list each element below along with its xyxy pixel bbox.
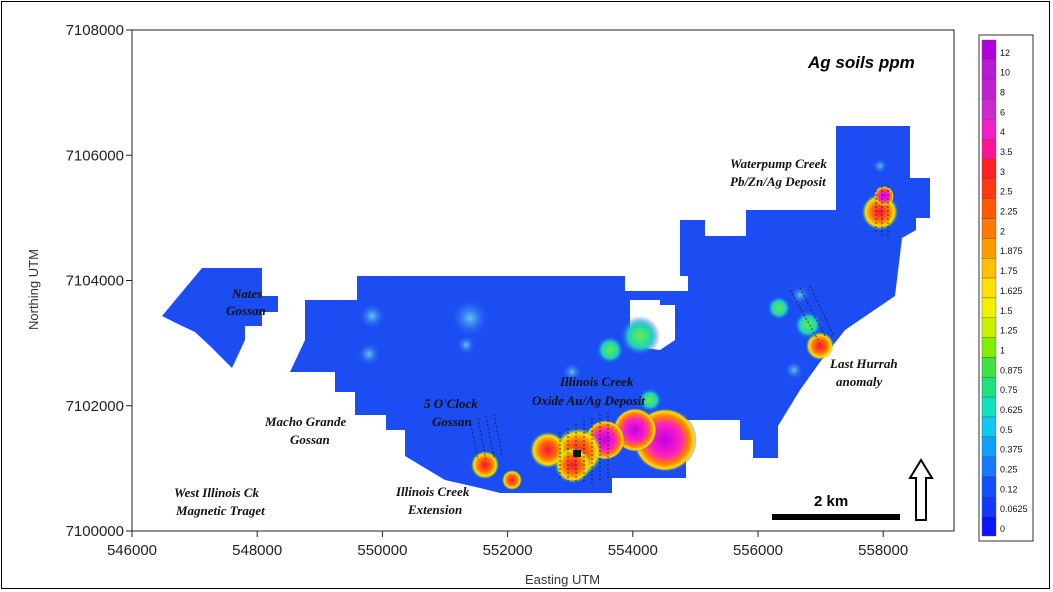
legend-label: 2.5: [1000, 187, 1013, 197]
y-tick-label: 7106000: [66, 147, 124, 164]
north-arrow-icon: [908, 458, 934, 521]
legend-label: 1: [1000, 345, 1005, 355]
legend-swatch: [981, 79, 997, 100]
legend-label: 2.25: [1000, 207, 1018, 217]
legend-label: 4: [1000, 127, 1005, 137]
legend-swatch: [981, 297, 997, 318]
y-axis-title: Northing UTM: [26, 249, 41, 330]
legend-label: 3: [1000, 167, 1005, 177]
deposit-marker: [573, 450, 581, 457]
label-west-illinois: West Illinois Ck Magnetic Traget: [174, 485, 265, 518]
legend-label: 0.375: [1000, 445, 1023, 455]
x-tick-label: 554000: [608, 542, 658, 559]
survey-area: [162, 126, 930, 493]
legend-swatch: [981, 377, 997, 398]
legend-label: 2: [1000, 226, 1005, 236]
legend-swatch: [981, 39, 997, 61]
legend-label: 8: [1000, 88, 1005, 98]
legend-swatch: [981, 158, 997, 180]
legend-swatch: [981, 59, 997, 80]
legend-label: 1.75: [1000, 266, 1018, 276]
map-title: Ag soils ppm: [807, 53, 915, 72]
y-tick-label: 7102000: [66, 398, 124, 415]
legend-swatch: [981, 238, 997, 259]
x-tick-label: 550000: [357, 542, 407, 559]
legend-swatch: [981, 258, 997, 279]
legend-swatch: [981, 476, 997, 497]
legend-label: 0.625: [1000, 405, 1023, 415]
label-macho-grande: Macho Grande Gossan: [264, 414, 350, 447]
legend-swatch: [981, 357, 997, 378]
legend-swatch: [981, 515, 997, 537]
label-last-hurrah: Last Hurrah anomaly: [829, 356, 901, 389]
anomaly-blobs: [357, 158, 898, 490]
label-nates-gossan: Nates Gossan: [226, 286, 266, 318]
legend-label: 1.625: [1000, 286, 1023, 296]
legend-label: 6: [1000, 107, 1005, 117]
scale-bar: 2 km: [772, 493, 900, 520]
x-axis-title: Easting UTM: [525, 572, 600, 587]
legend-label: 12: [1000, 48, 1010, 58]
x-tick-label: 546000: [107, 542, 157, 559]
legend-swatch: [981, 99, 997, 120]
scale-bar-label: 2 km: [814, 493, 848, 510]
legend-label: 0.5: [1000, 425, 1013, 435]
legend-swatch: [981, 198, 997, 219]
y-tick-label: 7100000: [66, 523, 124, 540]
legend-label: 1.25: [1000, 326, 1018, 336]
x-tick-label: 556000: [733, 542, 783, 559]
legend-swatch: [981, 178, 997, 199]
legend-swatch: [981, 138, 997, 160]
legend-label: 10: [1000, 68, 1010, 78]
y-tick-label: 7108000: [66, 22, 124, 39]
legend-swatch: [981, 496, 997, 517]
legend-label: 0.75: [1000, 385, 1018, 395]
legend-swatch: [981, 119, 997, 140]
y-axis: 7100000 7102000 7104000 7106000 7108000: [66, 22, 132, 540]
x-axis: 546000 548000 550000 552000 554000 556000 5580…: [107, 531, 908, 559]
x-tick-label: 548000: [232, 542, 282, 559]
sample-lines: [469, 186, 889, 484]
y-tick-label: 7104000: [66, 273, 124, 290]
legend-swatch: [981, 456, 997, 477]
map-annotations: Nates Gossan Macho Grande Gossan 5 O'Clo…: [174, 156, 901, 518]
legend-label: 1.875: [1000, 246, 1023, 256]
legend-swatch: [981, 277, 997, 299]
legend-swatch: [981, 317, 997, 338]
label-five-oclock: 5 O'Clock Gossan: [424, 396, 481, 429]
label-illinois-deposit: Illinois Creek Oxide Au/Ag Deposit: [532, 374, 645, 408]
legend-label: 0.25: [1000, 464, 1018, 474]
legend-label: 0: [1000, 524, 1005, 534]
label-waterpump-creek: Waterpump Creek Pb/Zn/Ag Deposit: [730, 156, 830, 189]
legend-label: 1.5: [1000, 306, 1013, 316]
legend-swatch: [981, 218, 997, 239]
legend-label: 0.875: [1000, 365, 1023, 375]
legend-swatch: [981, 337, 997, 358]
legend-label: 0.0625: [1000, 504, 1028, 514]
color-legend: 12108643.532.52.2521.8751.751.6251.51.25…: [978, 34, 1034, 542]
legend-swatch: [981, 436, 997, 457]
x-tick-label: 558000: [858, 542, 908, 559]
label-illinois-extension: Illinois Creek Extension: [395, 484, 473, 517]
x-tick-label: 552000: [483, 542, 533, 559]
legend-label: 0.12: [1000, 484, 1018, 494]
legend-swatch: [981, 416, 997, 437]
legend-label: 3.5: [1000, 147, 1013, 157]
legend-swatch: [981, 396, 997, 418]
scale-bar-line: [772, 514, 900, 520]
